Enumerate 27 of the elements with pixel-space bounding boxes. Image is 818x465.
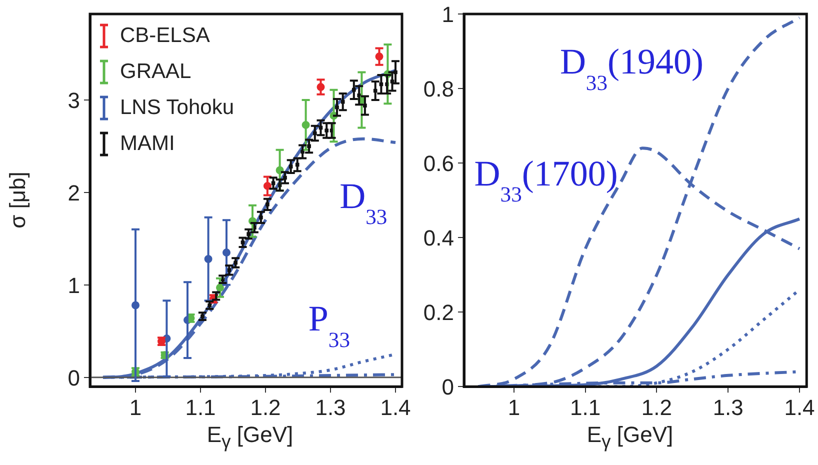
x-tick-label: 1.3 bbox=[712, 394, 744, 420]
y-tick-label: 0 bbox=[442, 374, 454, 400]
legend-label: CB-ELSA bbox=[120, 24, 210, 47]
x-tick-label: 1.4 bbox=[380, 394, 411, 420]
x-tick-label: 1 bbox=[129, 394, 142, 420]
x-tick-label: 1.1 bbox=[570, 394, 601, 420]
y-tick-label: 0.4 bbox=[423, 225, 454, 250]
x-tick-label: 1.2 bbox=[250, 394, 281, 420]
x-axis-title: E$_{γ}$ [GeV] bbox=[206, 422, 294, 452]
y-tick-label: 0.8 bbox=[423, 76, 454, 102]
legend-label: GRAAL bbox=[120, 60, 192, 83]
x-tick-label: 1.1 bbox=[185, 394, 216, 420]
y-tick-label: 0.6 bbox=[423, 150, 454, 176]
y-tick-label: 1 bbox=[442, 2, 454, 27]
x-tick-label: 1 bbox=[508, 394, 520, 420]
y-tick-label: 0.2 bbox=[423, 300, 454, 325]
y-axis-title: σ [μb] bbox=[5, 172, 31, 228]
x-tick-label: 1.2 bbox=[641, 394, 672, 420]
x-tick-label: 1.4 bbox=[784, 394, 815, 420]
legend-label: LNS Tohoku bbox=[120, 96, 234, 119]
y-tick-label: 3 bbox=[68, 88, 80, 113]
legend-label: MAMI bbox=[120, 132, 175, 155]
y-tick-label: 2 bbox=[68, 180, 80, 206]
y-tick-label: 1 bbox=[68, 272, 80, 298]
x-tick-label: 1.3 bbox=[315, 394, 346, 420]
x-axis-title: E$_{γ}$ [GeV] bbox=[586, 422, 674, 452]
y-tick-label: 0 bbox=[68, 365, 80, 390]
